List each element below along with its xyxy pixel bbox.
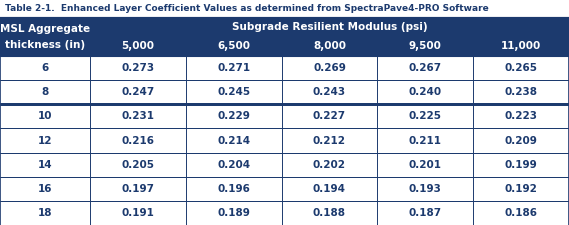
- Text: 0.194: 0.194: [313, 184, 346, 194]
- Text: 0.209: 0.209: [505, 135, 538, 146]
- Text: 0.245: 0.245: [217, 87, 250, 97]
- Text: 5,000: 5,000: [121, 41, 154, 52]
- Text: 0.247: 0.247: [121, 87, 154, 97]
- Text: 0.205: 0.205: [121, 160, 154, 170]
- Text: Subgrade Resilient Modulus (psi): Subgrade Resilient Modulus (psi): [232, 22, 427, 32]
- Text: 0.231: 0.231: [121, 111, 154, 121]
- Text: 0.192: 0.192: [505, 184, 538, 194]
- Text: 0.216: 0.216: [121, 135, 154, 146]
- Text: 8: 8: [42, 87, 48, 97]
- Text: 0.240: 0.240: [409, 87, 442, 97]
- Text: thickness (in): thickness (in): [5, 40, 85, 50]
- Text: 18: 18: [38, 208, 52, 218]
- Bar: [0, 104, 569, 128]
- Bar: [0, 128, 569, 153]
- Text: 0.223: 0.223: [505, 111, 538, 121]
- Text: 12: 12: [38, 135, 52, 146]
- Text: 0.199: 0.199: [505, 160, 538, 170]
- Text: 0.204: 0.204: [217, 160, 250, 170]
- Text: 0.225: 0.225: [409, 111, 442, 121]
- Text: 0.269: 0.269: [313, 63, 346, 73]
- Text: MSL Aggregate: MSL Aggregate: [0, 24, 90, 34]
- Text: 6,500: 6,500: [217, 41, 250, 52]
- Text: 0.193: 0.193: [409, 184, 442, 194]
- Text: 10: 10: [38, 111, 52, 121]
- Text: 9,500: 9,500: [409, 41, 442, 52]
- Text: 0.201: 0.201: [409, 160, 442, 170]
- Text: 0.238: 0.238: [505, 87, 538, 97]
- Text: 16: 16: [38, 184, 52, 194]
- Text: 0.273: 0.273: [121, 63, 154, 73]
- Bar: [0, 201, 569, 225]
- Bar: [0, 0, 569, 18]
- Bar: [0, 56, 569, 80]
- Text: 0.267: 0.267: [409, 63, 442, 73]
- Bar: [0, 153, 569, 177]
- Text: 11,000: 11,000: [501, 41, 541, 52]
- Text: 0.271: 0.271: [217, 63, 250, 73]
- Text: 0.186: 0.186: [505, 208, 538, 218]
- Text: 0.188: 0.188: [313, 208, 346, 218]
- Text: 0.214: 0.214: [217, 135, 250, 146]
- Text: 14: 14: [38, 160, 52, 170]
- Text: 8,000: 8,000: [313, 41, 346, 52]
- Text: 0.212: 0.212: [313, 135, 346, 146]
- Text: 0.211: 0.211: [409, 135, 442, 146]
- Text: 0.227: 0.227: [313, 111, 346, 121]
- Text: 0.191: 0.191: [121, 208, 154, 218]
- Text: 0.189: 0.189: [217, 208, 250, 218]
- Text: 0.229: 0.229: [217, 111, 250, 121]
- Text: Table 2-1.  Enhanced Layer Coefficient Values as determined from SpectraPave4-PR: Table 2-1. Enhanced Layer Coefficient Va…: [5, 4, 488, 13]
- Text: 6: 6: [42, 63, 48, 73]
- Text: 0.202: 0.202: [313, 160, 346, 170]
- Text: 0.243: 0.243: [313, 87, 346, 97]
- Bar: [0, 80, 569, 104]
- Bar: [0, 18, 569, 56]
- Text: 0.187: 0.187: [409, 208, 442, 218]
- Bar: [0, 177, 569, 201]
- Text: 0.197: 0.197: [121, 184, 154, 194]
- Text: 0.196: 0.196: [217, 184, 250, 194]
- Text: 0.265: 0.265: [505, 63, 538, 73]
